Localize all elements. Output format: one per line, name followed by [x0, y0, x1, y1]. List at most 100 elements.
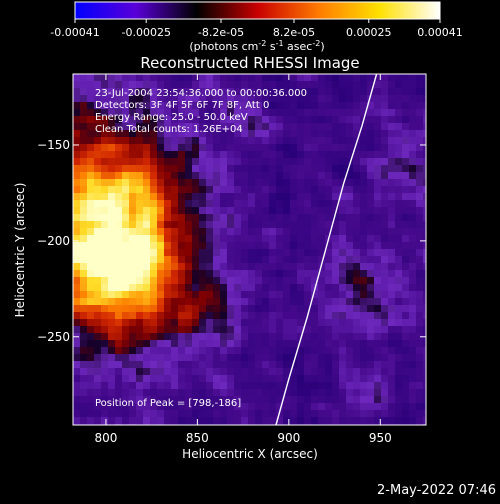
heatmap-cell [171, 333, 179, 341]
heatmap-cell [283, 403, 291, 411]
heatmap-cell [164, 137, 172, 145]
heatmap-cell [87, 382, 95, 390]
heatmap-cell [248, 417, 256, 425]
heatmap-cell [276, 179, 284, 187]
heatmap-cell [332, 235, 340, 243]
heatmap-cell [255, 277, 263, 285]
heatmap-cell [304, 130, 312, 138]
heatmap-cell [423, 144, 426, 152]
heatmap-cell [87, 249, 95, 257]
heatmap-cell [129, 396, 137, 404]
heatmap-cell [136, 298, 144, 306]
heatmap-cell [115, 263, 123, 271]
heatmap-cell [332, 403, 340, 411]
heatmap-cell [416, 102, 424, 110]
heatmap-cell [136, 214, 144, 222]
heatmap-cell [248, 179, 256, 187]
heatmap-cell [150, 228, 158, 236]
heatmap-cell [360, 193, 368, 201]
heatmap-cell [213, 277, 221, 285]
heatmap-cell [325, 151, 333, 159]
heatmap-cell [269, 368, 277, 376]
heatmap-cell [381, 214, 389, 222]
heatmap-cell [150, 165, 158, 173]
heatmap-cell [325, 109, 333, 117]
heatmap-cell [248, 165, 256, 173]
heatmap-cell [143, 340, 151, 348]
heatmap-cell [136, 200, 144, 208]
heatmap-cell [87, 277, 95, 285]
heatmap-cell [388, 354, 396, 362]
heatmap-cell [346, 389, 354, 397]
heatmap-cell [206, 333, 214, 341]
heatmap-cell [227, 417, 235, 425]
heatmap-cell [262, 249, 270, 257]
heatmap-cell [199, 144, 207, 152]
heatmap-cell [339, 263, 347, 271]
heatmap-cell [192, 403, 200, 411]
heatmap-cell [206, 326, 214, 334]
heatmap-cell [255, 298, 263, 306]
heatmap-cell [290, 396, 298, 404]
heatmap-cell [157, 298, 165, 306]
heatmap-cell [248, 221, 256, 229]
heatmap-cell [346, 214, 354, 222]
heatmap-cell [185, 298, 193, 306]
heatmap-cell [220, 123, 228, 131]
heatmap-cell [164, 354, 172, 362]
heatmap-cell [297, 158, 305, 166]
heatmap-cell [101, 347, 109, 355]
heatmap-cell [234, 179, 242, 187]
heatmap-cell [185, 389, 193, 397]
heatmap-cell [388, 144, 396, 152]
heatmap-cell [136, 186, 144, 194]
heatmap-cell [115, 137, 123, 145]
heatmap-cell [94, 74, 102, 82]
heatmap-cell [171, 116, 179, 124]
heatmap-cell [206, 228, 214, 236]
heatmap-cell [87, 207, 95, 215]
heatmap-cell [353, 228, 361, 236]
heatmap-cell [269, 417, 277, 425]
heatmap-cell [381, 74, 389, 82]
heatmap-cell [241, 277, 249, 285]
heatmap-cell [360, 277, 368, 285]
heatmap-cell [388, 235, 396, 243]
heatmap-cell [213, 172, 221, 180]
heatmap-cell [381, 144, 389, 152]
heatmap-cell [213, 340, 221, 348]
heatmap-cell [255, 312, 263, 320]
heatmap-cell [374, 151, 382, 159]
heatmap-cell [262, 228, 270, 236]
heatmap-cell [381, 186, 389, 194]
heatmap-cell [241, 417, 249, 425]
heatmap-cell [269, 109, 277, 117]
heatmap-cell [297, 130, 305, 138]
heatmap-cell [304, 186, 312, 194]
heatmap-cell [423, 368, 426, 376]
heatmap-cell [332, 333, 340, 341]
heatmap-cell [73, 214, 81, 222]
heatmap-cell [276, 389, 284, 397]
heatmap-cell [416, 354, 424, 362]
heatmap-cell [297, 123, 305, 131]
heatmap-cell [234, 88, 242, 96]
heatmap-cell [381, 354, 389, 362]
heatmap-cell [101, 109, 109, 117]
heatmap-cell [311, 179, 319, 187]
heatmap-cell [87, 291, 95, 299]
heatmap-cell [94, 319, 102, 327]
heatmap-cell [101, 165, 109, 173]
heatmap-cell [360, 242, 368, 250]
chart-title: Reconstructed RHESSI Image [140, 54, 359, 72]
heatmap-cell [374, 291, 382, 299]
heatmap-cell [157, 123, 165, 131]
heatmap-cell [388, 361, 396, 369]
heatmap-cell [381, 242, 389, 250]
heatmap-cell [108, 151, 116, 159]
heatmap-cell [129, 417, 137, 425]
heatmap-cell [255, 417, 263, 425]
heatmap-cell [332, 298, 340, 306]
heatmap-cell [213, 116, 221, 124]
